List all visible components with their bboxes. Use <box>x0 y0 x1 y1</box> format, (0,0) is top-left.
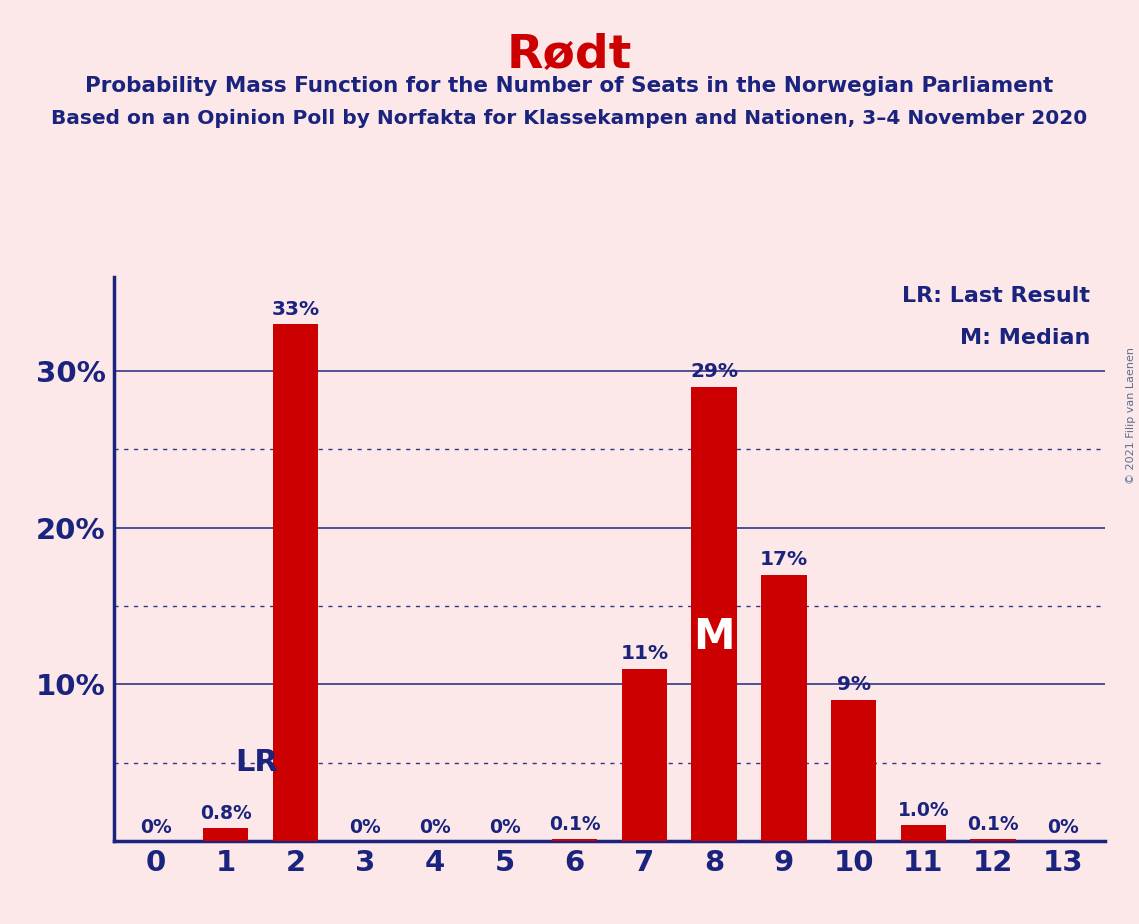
Bar <box>272 324 318 841</box>
Text: 0%: 0% <box>1047 818 1079 837</box>
Text: 33%: 33% <box>271 299 319 319</box>
Bar <box>970 839 1016 841</box>
Text: Rødt: Rødt <box>507 32 632 78</box>
Text: Probability Mass Function for the Number of Seats in the Norwegian Parliament: Probability Mass Function for the Number… <box>85 76 1054 96</box>
Text: 0.1%: 0.1% <box>967 815 1019 833</box>
Bar <box>761 575 806 841</box>
Text: M: Median: M: Median <box>959 328 1090 348</box>
Text: LR: LR <box>236 748 278 777</box>
Text: 0.1%: 0.1% <box>549 815 600 833</box>
Text: LR: Last Result: LR: Last Result <box>902 286 1090 306</box>
Bar <box>551 839 597 841</box>
Text: 0.8%: 0.8% <box>199 804 252 823</box>
Text: M: M <box>694 615 735 658</box>
Text: 0%: 0% <box>350 818 382 837</box>
Bar <box>622 669 667 841</box>
Text: 9%: 9% <box>837 675 870 695</box>
Text: 17%: 17% <box>760 550 808 569</box>
Bar <box>901 825 947 841</box>
Text: © 2021 Filip van Laenen: © 2021 Filip van Laenen <box>1126 347 1136 484</box>
Text: 0%: 0% <box>489 818 521 837</box>
Text: 29%: 29% <box>690 362 738 382</box>
Bar <box>831 700 876 841</box>
Text: 0%: 0% <box>140 818 172 837</box>
Bar <box>203 828 248 841</box>
Text: 1.0%: 1.0% <box>898 801 949 820</box>
Text: 0%: 0% <box>419 818 451 837</box>
Text: 11%: 11% <box>621 644 669 663</box>
Bar <box>691 387 737 841</box>
Text: Based on an Opinion Poll by Norfakta for Klassekampen and Nationen, 3–4 November: Based on an Opinion Poll by Norfakta for… <box>51 109 1088 128</box>
